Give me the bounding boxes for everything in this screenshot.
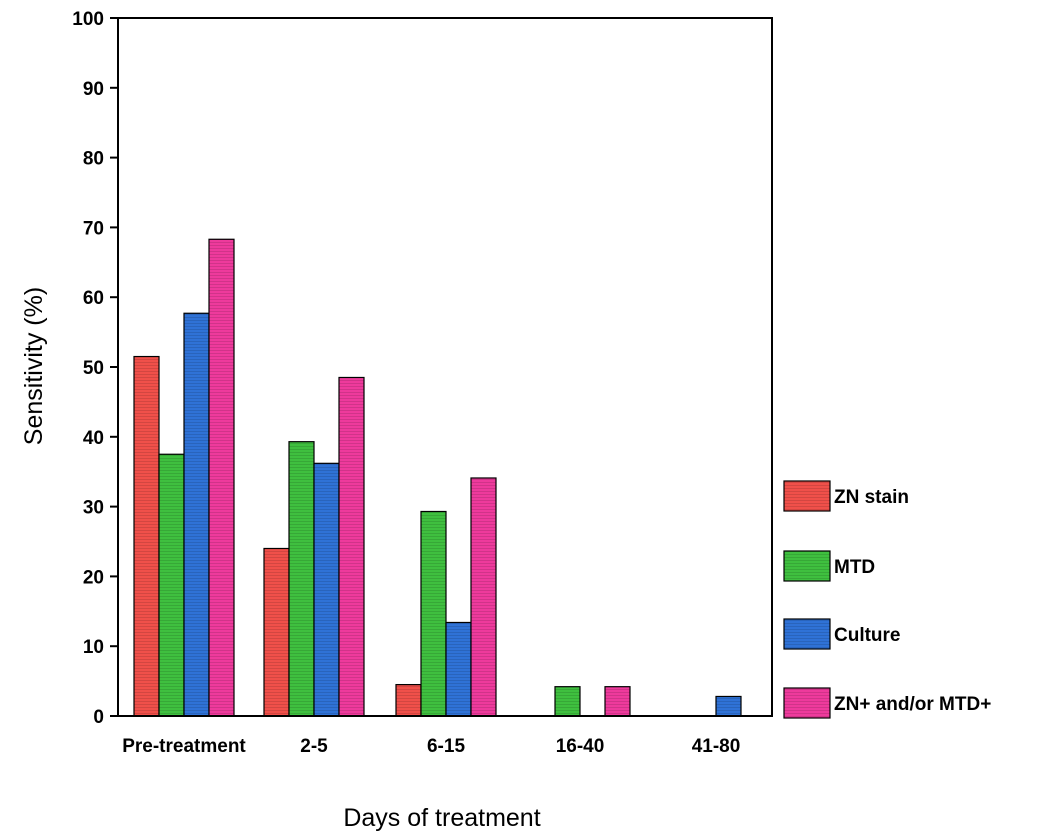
bar-mtd-6-15 — [420, 510, 447, 717]
y-tick-label: 50 — [83, 358, 104, 379]
x-tick-label: Pre-treatment — [122, 736, 246, 757]
y-tick-label: 70 — [83, 218, 104, 239]
y-tick-label: 40 — [83, 428, 104, 449]
bar-zn-and-or-mtd--6-15 — [470, 477, 497, 717]
bar-mtd-2-5 — [288, 441, 315, 717]
bar-mtd-pre-treatment — [158, 453, 185, 717]
legend-swatch-zn-and-or-mtd- — [783, 687, 831, 719]
bar-zn-and-or-mtd--pre-treatment — [208, 238, 235, 717]
y-tick-label: 30 — [83, 498, 104, 519]
x-axis: Pre-treatment 2-5 6-15 16-40 41-80 — [122, 736, 740, 757]
bar-culture-2-5 — [313, 462, 340, 717]
y-axis: 0 10 20 30 40 50 60 70 80 90 100 — [72, 9, 118, 728]
legend-label: MTD — [834, 557, 875, 578]
legend-label: ZN stain — [834, 487, 909, 508]
y-tick-label: 20 — [83, 567, 104, 588]
y-tick-label: 80 — [83, 149, 104, 170]
y-tick-label: 0 — [93, 707, 104, 728]
y-tick-label: 90 — [83, 79, 104, 100]
x-tick-label: 6-15 — [427, 736, 465, 757]
bar-culture-41-80 — [715, 695, 742, 717]
bar-zn-and-or-mtd--16-40 — [604, 686, 631, 717]
legend: ZN stain MTD Culture ZN+ and/or MTD+ — [783, 480, 991, 719]
y-tick-label: 10 — [83, 637, 104, 658]
x-tick-label: 16-40 — [556, 736, 605, 757]
plot-area — [117, 17, 773, 717]
legend-label: ZN+ and/or MTD+ — [834, 694, 991, 715]
x-tick-label: 41-80 — [692, 736, 741, 757]
legend-swatch-mtd — [783, 550, 831, 582]
bar-mtd-16-40 — [554, 686, 581, 717]
legend-label: Culture — [834, 625, 901, 646]
y-axis-title: Sensitivity (%) — [20, 287, 48, 445]
y-tick-label: 60 — [83, 288, 104, 309]
bar-culture-6-15 — [445, 621, 472, 717]
bar-zn-stain-pre-treatment — [133, 355, 160, 717]
bar-zn-and-or-mtd--2-5 — [338, 376, 365, 717]
x-tick-label: 2-5 — [300, 736, 328, 757]
y-tick-label: 100 — [72, 9, 104, 30]
x-axis-title: Days of treatment — [343, 804, 540, 832]
bar-zn-stain-2-5 — [263, 547, 290, 717]
bar-zn-stain-6-15 — [395, 683, 422, 717]
bar-culture-pre-treatment — [183, 312, 210, 717]
legend-swatch-culture — [783, 618, 831, 650]
legend-swatch-zn-stain — [783, 480, 831, 512]
